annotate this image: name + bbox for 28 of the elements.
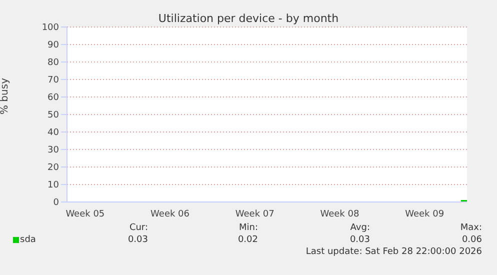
text: Max: [460,223,482,233]
y-tick-label: 70 [48,76,60,86]
y-tick-label: 20 [48,163,60,174]
y-tick-label: 10 [48,180,60,191]
y-tick-label: 60 [48,93,60,104]
x-tick-label: Week 07 [235,209,274,220]
text: 0.02 [238,235,258,245]
y-tick-label: 100 [42,23,60,34]
x-tick-label: Week 09 [405,209,444,220]
text: 0.03 [128,235,148,245]
y-tick-label: 0 [53,198,60,208]
text: Last update: Sat Feb 28 22:00:00 2026 [306,247,482,257]
chart-title: Utilization per device - by month [157,12,340,25]
text: Cur: [129,223,148,233]
y-tick-label: 80 [48,58,60,68]
y-tick-label: 50 [48,110,60,121]
text: Min: [238,223,258,233]
legend-label: sda [19,235,36,245]
y-tick-label: 90 [48,40,60,51]
text: 0.06 [462,235,482,245]
text: Avg: [350,223,370,233]
x-tick-label: Week 05 [66,209,105,220]
x-tick-label: Week 06 [150,209,190,220]
y-axis-title: % busy [0,78,11,114]
text: 0.03 [350,235,370,245]
x-tick-label: Week 08 [320,209,360,220]
y-tick-label: 40 [48,128,60,138]
y-tick-label: 30 [48,146,60,156]
